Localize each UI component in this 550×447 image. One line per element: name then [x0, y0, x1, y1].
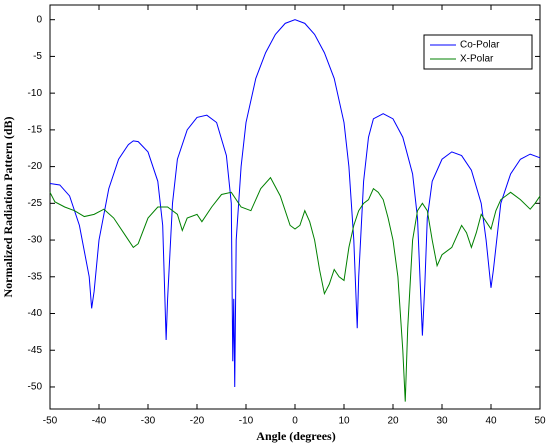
y-tick-label: -30	[28, 235, 43, 246]
x-tick-label: 0	[292, 416, 298, 427]
x-tick-label: 50	[534, 416, 546, 427]
y-tick-label: -25	[28, 198, 43, 209]
y-tick-label: -40	[28, 308, 43, 319]
y-tick-label: 0	[36, 14, 42, 25]
legend-label: X-Polar	[460, 54, 494, 65]
y-tick-label: -35	[28, 271, 43, 282]
x-tick-label: 30	[436, 416, 448, 427]
series-line	[49, 176, 541, 402]
y-tick-label: -15	[28, 125, 43, 136]
y-tick-label: -10	[28, 88, 43, 99]
x-tick-label: 10	[338, 416, 350, 427]
x-tick-label: 40	[485, 416, 497, 427]
y-tick-label: -50	[28, 382, 43, 393]
x-tick-label: -40	[92, 416, 107, 427]
x-tick-label: -30	[141, 416, 156, 427]
y-tick-label: -5	[33, 51, 42, 62]
legend-box	[423, 34, 533, 70]
x-axis-label: Angle (degrees)	[256, 429, 335, 443]
y-tick-label: -20	[28, 161, 43, 172]
plot-area	[49, 4, 541, 410]
x-tick-label: -10	[239, 416, 254, 427]
y-tick-label: -45	[28, 345, 43, 356]
x-tick-label: -50	[43, 416, 58, 427]
y-axis-label: Normalized Radiation Pattern (dB)	[1, 117, 15, 298]
x-tick-label: -20	[190, 416, 205, 427]
legend-label: Co-Polar	[460, 40, 500, 51]
series-line	[49, 19, 541, 387]
x-tick-label: 20	[387, 416, 399, 427]
